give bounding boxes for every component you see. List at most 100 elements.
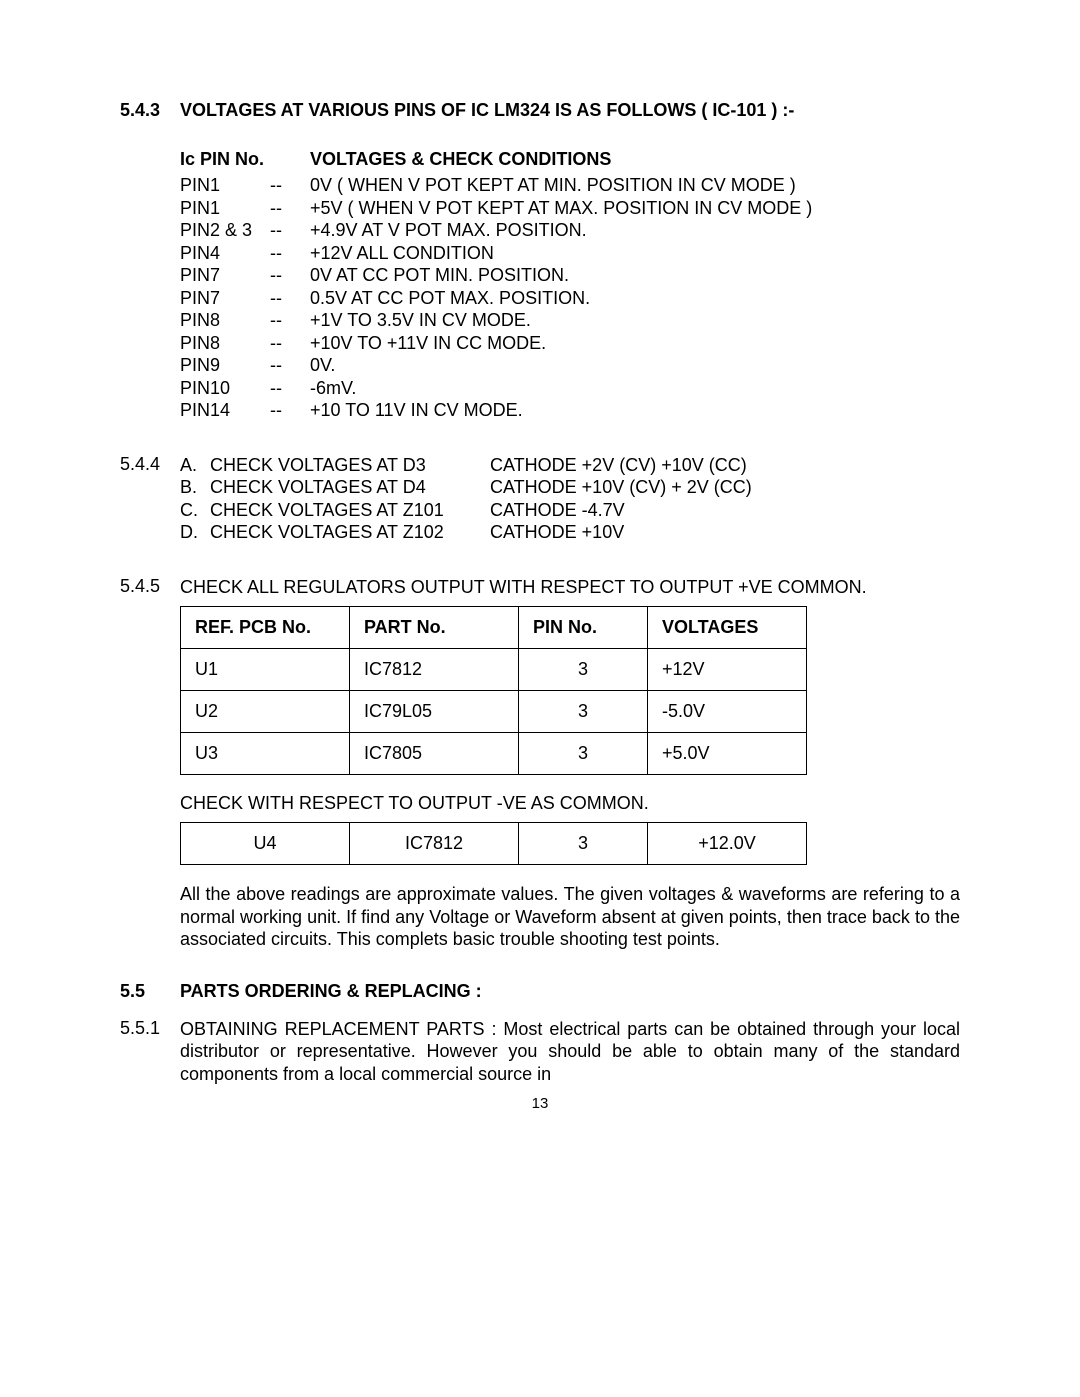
regulators-table-1: REF. PCB No.PART No.PIN No.VOLTAGES U1IC… — [180, 606, 807, 775]
pin-desc: +1V TO 3.5V IN CV MODE. — [310, 309, 960, 332]
table-header: REF. PCB No. — [181, 607, 350, 649]
table-cell: 3 — [519, 649, 648, 691]
pin-dash: -- — [270, 242, 310, 265]
check-row: C.CHECK VOLTAGES AT Z101CATHODE -4.7V — [180, 499, 960, 522]
table-cell: IC7812 — [350, 649, 519, 691]
table-row: U1IC78123+12V — [181, 649, 807, 691]
check-row: A.CHECK VOLTAGES AT D3CATHODE +2V (CV) +… — [180, 454, 960, 477]
section-num: 5.5 — [120, 981, 180, 1002]
pin-desc: 0.5V AT CC POT MAX. POSITION. — [310, 287, 960, 310]
check-result: CATHODE -4.7V — [490, 499, 960, 522]
section-551-text: OBTAINING REPLACEMENT PARTS : Most elect… — [180, 1018, 960, 1086]
pin-header-col2: VOLTAGES & CHECK CONDITIONS — [310, 149, 611, 170]
table-row: U2IC79L053-5.0V — [181, 691, 807, 733]
pin-dash: -- — [270, 354, 310, 377]
pin-label: PIN9 — [180, 354, 270, 377]
table-cell: IC79L05 — [350, 691, 519, 733]
section-num: 5.4.5 — [120, 576, 180, 951]
table-cell: 3 — [519, 823, 648, 865]
table-row: U4IC78123+12.0V — [181, 823, 807, 865]
pin-label: PIN4 — [180, 242, 270, 265]
pin-dash: -- — [270, 219, 310, 242]
pin-label: PIN10 — [180, 377, 270, 400]
section-num: 5.5.1 — [120, 1018, 180, 1086]
pin-label: PIN8 — [180, 309, 270, 332]
pin-desc: +4.9V AT V POT MAX. POSITION. — [310, 219, 960, 242]
table-cell: U2 — [181, 691, 350, 733]
pin-label: PIN1 — [180, 174, 270, 197]
pin-row: PIN2 & 3--+4.9V AT V POT MAX. POSITION. — [180, 219, 960, 242]
table-row: U3IC78053+5.0V — [181, 733, 807, 775]
pin-dash: -- — [270, 309, 310, 332]
check-result: CATHODE +2V (CV) +10V (CC) — [490, 454, 960, 477]
table-cell: U4 — [181, 823, 350, 865]
pin-desc: 0V ( WHEN V POT KEPT AT MIN. POSITION IN… — [310, 174, 960, 197]
pin-label: PIN1 — [180, 197, 270, 220]
section-num: 5.4.3 — [120, 100, 180, 121]
section-title: VOLTAGES AT VARIOUS PINS OF IC LM324 IS … — [180, 100, 794, 121]
pin-desc: 0V. — [310, 354, 960, 377]
check-text: CHECK VOLTAGES AT Z101 — [210, 499, 490, 522]
regulators-table-2: U4IC78123+12.0V — [180, 822, 807, 865]
pin-desc: 0V AT CC POT MIN. POSITION. — [310, 264, 960, 287]
check-letter: C. — [180, 499, 210, 522]
section-num: 5.4.4 — [120, 454, 180, 544]
pin-row: PIN4--+12V ALL CONDITION — [180, 242, 960, 265]
check-result: CATHODE +10V — [490, 521, 960, 544]
pin-desc: +10 TO 11V IN CV MODE. — [310, 399, 960, 422]
pin-label: PIN7 — [180, 264, 270, 287]
table-cell: IC7805 — [350, 733, 519, 775]
pin-row: PIN10---6mV. — [180, 377, 960, 400]
check-text: CHECK VOLTAGES AT D4 — [210, 476, 490, 499]
pin-row: PIN7--0V AT CC POT MIN. POSITION. — [180, 264, 960, 287]
check-letter: A. — [180, 454, 210, 477]
pin-dash: -- — [270, 377, 310, 400]
section-title: PARTS ORDERING & REPLACING : — [180, 981, 482, 1002]
pin-row: PIN8--+1V TO 3.5V IN CV MODE. — [180, 309, 960, 332]
pin-desc: +10V TO +11V IN CC MODE. — [310, 332, 960, 355]
pin-header-col1: Ic PIN No. — [180, 149, 310, 170]
pin-desc: -6mV. — [310, 377, 960, 400]
pin-list: Ic PIN No. VOLTAGES & CHECK CONDITIONS P… — [180, 149, 960, 422]
pin-row: PIN1--+5V ( WHEN V POT KEPT AT MAX. POSI… — [180, 197, 960, 220]
check-letter: D. — [180, 521, 210, 544]
section-545-para: All the above readings are approximate v… — [180, 883, 960, 951]
pin-label: PIN7 — [180, 287, 270, 310]
pin-dash: -- — [270, 174, 310, 197]
table-cell: 3 — [519, 733, 648, 775]
pin-dash: -- — [270, 287, 310, 310]
check-row: B.CHECK VOLTAGES AT D4CATHODE +10V (CV) … — [180, 476, 960, 499]
pin-row: PIN8--+10V TO +11V IN CC MODE. — [180, 332, 960, 355]
page-number: 13 — [120, 1095, 960, 1112]
section-545: 5.4.5 CHECK ALL REGULATORS OUTPUT WITH R… — [120, 576, 960, 951]
pin-dash: -- — [270, 197, 310, 220]
pin-desc: +12V ALL CONDITION — [310, 242, 960, 265]
pin-dash: -- — [270, 399, 310, 422]
section-545-intro: CHECK ALL REGULATORS OUTPUT WITH RESPECT… — [180, 576, 960, 599]
check-row: D.CHECK VOLTAGES AT Z102CATHODE +10V — [180, 521, 960, 544]
table-cell: +5.0V — [648, 733, 807, 775]
pin-label: PIN8 — [180, 332, 270, 355]
table-header: PART No. — [350, 607, 519, 649]
table-cell: +12.0V — [648, 823, 807, 865]
table-header: VOLTAGES — [648, 607, 807, 649]
check-text: CHECK VOLTAGES AT Z102 — [210, 521, 490, 544]
pin-desc: +5V ( WHEN V POT KEPT AT MAX. POSITION I… — [310, 197, 960, 220]
pin-label: PIN14 — [180, 399, 270, 422]
table-cell: IC7812 — [350, 823, 519, 865]
check-letter: B. — [180, 476, 210, 499]
check-text: CHECK VOLTAGES AT D3 — [210, 454, 490, 477]
pin-dash: -- — [270, 264, 310, 287]
table-cell: 3 — [519, 691, 648, 733]
pin-row: PIN9--0V. — [180, 354, 960, 377]
table-cell: -5.0V — [648, 691, 807, 733]
section-551: 5.5.1 OBTAINING REPLACEMENT PARTS : Most… — [120, 1018, 960, 1086]
section-543-heading: 5.4.3 VOLTAGES AT VARIOUS PINS OF IC LM3… — [120, 100, 960, 121]
pin-label: PIN2 & 3 — [180, 219, 270, 242]
table-cell: +12V — [648, 649, 807, 691]
pin-row: PIN7--0.5V AT CC POT MAX. POSITION. — [180, 287, 960, 310]
table-cell: U1 — [181, 649, 350, 691]
table-cell: U3 — [181, 733, 350, 775]
pin-row: PIN14--+10 TO 11V IN CV MODE. — [180, 399, 960, 422]
section-544: 5.4.4 A.CHECK VOLTAGES AT D3CATHODE +2V … — [120, 454, 960, 544]
